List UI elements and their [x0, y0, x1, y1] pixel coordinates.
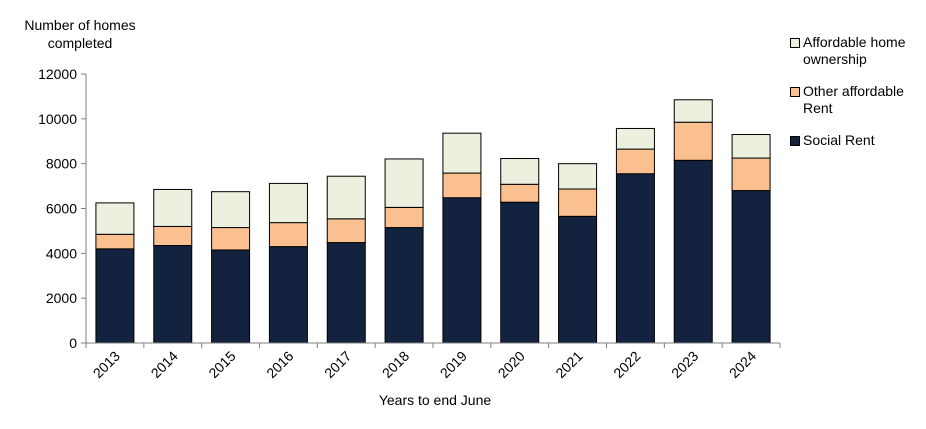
- bar-segment: [442, 172, 482, 199]
- bar-segment: [268, 182, 308, 224]
- legend-label: Social Rent: [803, 132, 875, 148]
- bar-segment: [731, 134, 771, 159]
- bar-segment: [442, 197, 482, 344]
- legend-label: Other affordable Rent: [803, 83, 904, 116]
- bar-segment: [615, 173, 655, 344]
- bar-segment: [95, 233, 135, 250]
- y-tick-label: 6000: [46, 201, 77, 217]
- bar-segment: [326, 175, 366, 220]
- bar-segment: [442, 132, 482, 174]
- bar-segment: [384, 227, 424, 344]
- y-tick-label: 12000: [38, 66, 77, 82]
- x-tick-label: 2016: [263, 348, 296, 381]
- bar-segment: [615, 148, 655, 175]
- x-tick-label: 2024: [726, 348, 759, 381]
- bar-segment: [673, 99, 713, 123]
- legend-item-social-rent: Social Rent: [790, 132, 926, 149]
- legend-swatch: [790, 38, 800, 48]
- bar-segment: [615, 127, 655, 150]
- bar-segment: [153, 188, 193, 227]
- y-tick-label: 4000: [46, 245, 77, 261]
- bar-segment: [500, 201, 540, 344]
- bar-segment: [558, 163, 598, 190]
- bar-segment: [673, 121, 713, 161]
- y-tick-label: 2000: [46, 290, 77, 306]
- bar-segment: [211, 227, 251, 251]
- x-tick-label: 2020: [495, 348, 528, 381]
- y-tick-label: 8000: [46, 156, 77, 172]
- x-tick-label: 2014: [148, 348, 181, 381]
- bar-segment: [731, 190, 771, 344]
- bar-segment: [211, 249, 251, 344]
- x-tick-label: 2021: [552, 348, 585, 381]
- legend-label: Affordable home ownership: [803, 34, 906, 67]
- x-tick-label: 2023: [668, 348, 701, 381]
- bar-segment: [268, 222, 308, 248]
- x-tick-label: 2017: [321, 348, 354, 381]
- bar-segment: [211, 191, 251, 229]
- y-tick-label: 0: [69, 335, 77, 351]
- legend-swatch: [790, 87, 800, 97]
- bar-segment: [95, 202, 135, 235]
- bar-segment: [153, 244, 193, 344]
- bar-segment: [326, 242, 366, 344]
- y-axis-label: Number of homes completed: [24, 17, 136, 51]
- legend: Affordable home ownership Other affordab…: [790, 34, 926, 149]
- bar-segment: [268, 246, 308, 344]
- bar-segment: [500, 183, 540, 203]
- bar-segment: [500, 158, 540, 185]
- x-tick-label: 2019: [437, 348, 470, 381]
- bar-segment: [153, 225, 193, 246]
- bar-segment: [95, 248, 135, 344]
- x-tick-label: 2018: [379, 348, 412, 381]
- x-tick-label: 2015: [205, 348, 238, 381]
- bar-segment: [384, 206, 424, 229]
- bar-segment: [673, 159, 713, 344]
- bar-segment: [558, 215, 598, 344]
- x-tick-label: 2013: [90, 348, 123, 381]
- bar-segment: [558, 188, 598, 217]
- legend-item-affordable-home-ownership: Affordable home ownership: [790, 34, 926, 68]
- x-tick-label: 2022: [610, 348, 643, 381]
- bar-segment: [384, 158, 424, 208]
- y-tick-label: 10000: [38, 111, 77, 127]
- x-axis-label: Years to end June: [378, 392, 492, 408]
- legend-swatch: [790, 136, 800, 146]
- bar-segment: [326, 218, 366, 244]
- legend-item-other-affordable-rent: Other affordable Rent: [790, 83, 926, 117]
- bar-segment: [731, 157, 771, 192]
